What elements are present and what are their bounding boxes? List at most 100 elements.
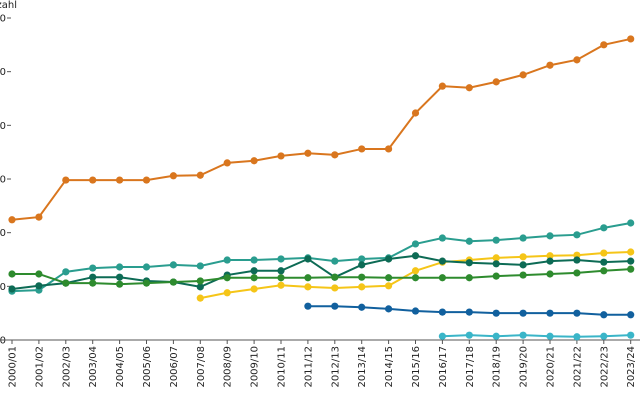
data-point	[573, 333, 581, 341]
data-point	[573, 269, 581, 277]
data-point	[411, 267, 420, 275]
y-tick-label: 200	[0, 228, 6, 239]
data-point	[358, 303, 366, 311]
data-point	[8, 285, 16, 293]
data-point	[358, 261, 366, 269]
x-tick-label: 2021/22	[572, 346, 583, 388]
x-tick-label: 2014/15	[384, 346, 395, 388]
x-tick-label: 2022/23	[599, 346, 610, 388]
data-point	[465, 84, 473, 92]
x-tick-label: 2008/09	[223, 346, 234, 388]
y-tick-label: 300	[0, 175, 6, 186]
data-point	[546, 232, 554, 240]
data-point	[627, 331, 635, 339]
data-point	[573, 309, 581, 317]
data-point	[250, 256, 258, 264]
data-point	[277, 255, 285, 263]
data-point	[438, 332, 446, 340]
data-point	[89, 264, 97, 272]
data-point	[492, 260, 500, 268]
data-point	[142, 176, 151, 184]
data-point	[331, 302, 339, 310]
data-point	[600, 332, 608, 340]
data-point	[627, 311, 635, 319]
data-point	[89, 279, 97, 287]
data-point	[35, 282, 43, 290]
data-point	[116, 263, 124, 271]
data-point	[492, 332, 500, 340]
data-point	[331, 273, 339, 281]
data-point	[573, 56, 581, 64]
x-tick-label: 2017/18	[465, 346, 476, 388]
data-point	[546, 252, 554, 260]
x-tick-label: 2005/06	[142, 346, 153, 388]
series-line	[11, 222, 631, 293]
x-tick-label: 2023/24	[626, 346, 637, 388]
data-point	[385, 305, 393, 313]
data-point	[519, 261, 527, 269]
data-point	[250, 157, 258, 165]
data-point	[8, 216, 16, 224]
data-point	[385, 282, 393, 290]
data-point	[223, 256, 231, 264]
data-point	[519, 309, 527, 317]
data-point	[519, 234, 527, 242]
data-point	[385, 145, 393, 153]
data-point	[196, 294, 204, 302]
data-point	[492, 78, 500, 86]
data-point	[358, 255, 366, 263]
data-point	[169, 261, 177, 269]
y-tick-label: 100	[0, 282, 6, 293]
data-point	[519, 271, 527, 279]
x-tick-label: 2002/03	[61, 346, 72, 388]
data-point	[492, 309, 500, 317]
x-tick-label: 2001/02	[34, 346, 45, 388]
data-point	[196, 277, 204, 285]
data-point	[116, 280, 124, 288]
data-point	[438, 274, 446, 282]
x-tick-label: 2010/11	[277, 346, 288, 388]
y-tick-label: 500	[0, 67, 6, 78]
data-point	[62, 268, 70, 276]
x-tick-label: 2016/17	[438, 346, 449, 388]
data-point	[411, 240, 420, 248]
data-point	[250, 267, 258, 275]
data-point	[35, 213, 43, 221]
data-point	[600, 249, 608, 257]
series-line	[12, 268, 631, 286]
data-point	[358, 145, 366, 153]
data-point	[519, 253, 527, 261]
data-point	[492, 236, 500, 244]
data-point	[600, 258, 608, 266]
data-point	[627, 257, 635, 265]
data-point	[438, 234, 446, 242]
data-point	[600, 41, 608, 49]
data-point	[277, 267, 285, 275]
data-point	[546, 332, 554, 340]
data-point	[411, 109, 420, 117]
x-tick-label: 2006/07	[169, 346, 180, 388]
series-line	[11, 37, 631, 221]
data-point	[89, 273, 97, 281]
data-point	[438, 82, 446, 90]
data-point	[465, 259, 473, 267]
data-point	[250, 274, 258, 282]
data-point	[546, 309, 554, 317]
data-point	[142, 263, 151, 271]
data-point	[116, 273, 124, 281]
data-point	[277, 281, 285, 289]
series-line	[442, 334, 631, 338]
data-point	[573, 231, 581, 239]
x-tick-label: 2015/16	[411, 346, 422, 388]
data-point	[304, 274, 312, 282]
data-point	[438, 308, 446, 316]
x-tick-label: 2009/10	[250, 346, 261, 388]
data-point	[627, 265, 635, 273]
x-tick-label: 2013/14	[357, 346, 368, 388]
data-point	[331, 284, 339, 292]
data-point	[250, 285, 258, 293]
data-point	[600, 267, 608, 275]
data-point	[600, 311, 608, 319]
data-point	[223, 274, 231, 282]
